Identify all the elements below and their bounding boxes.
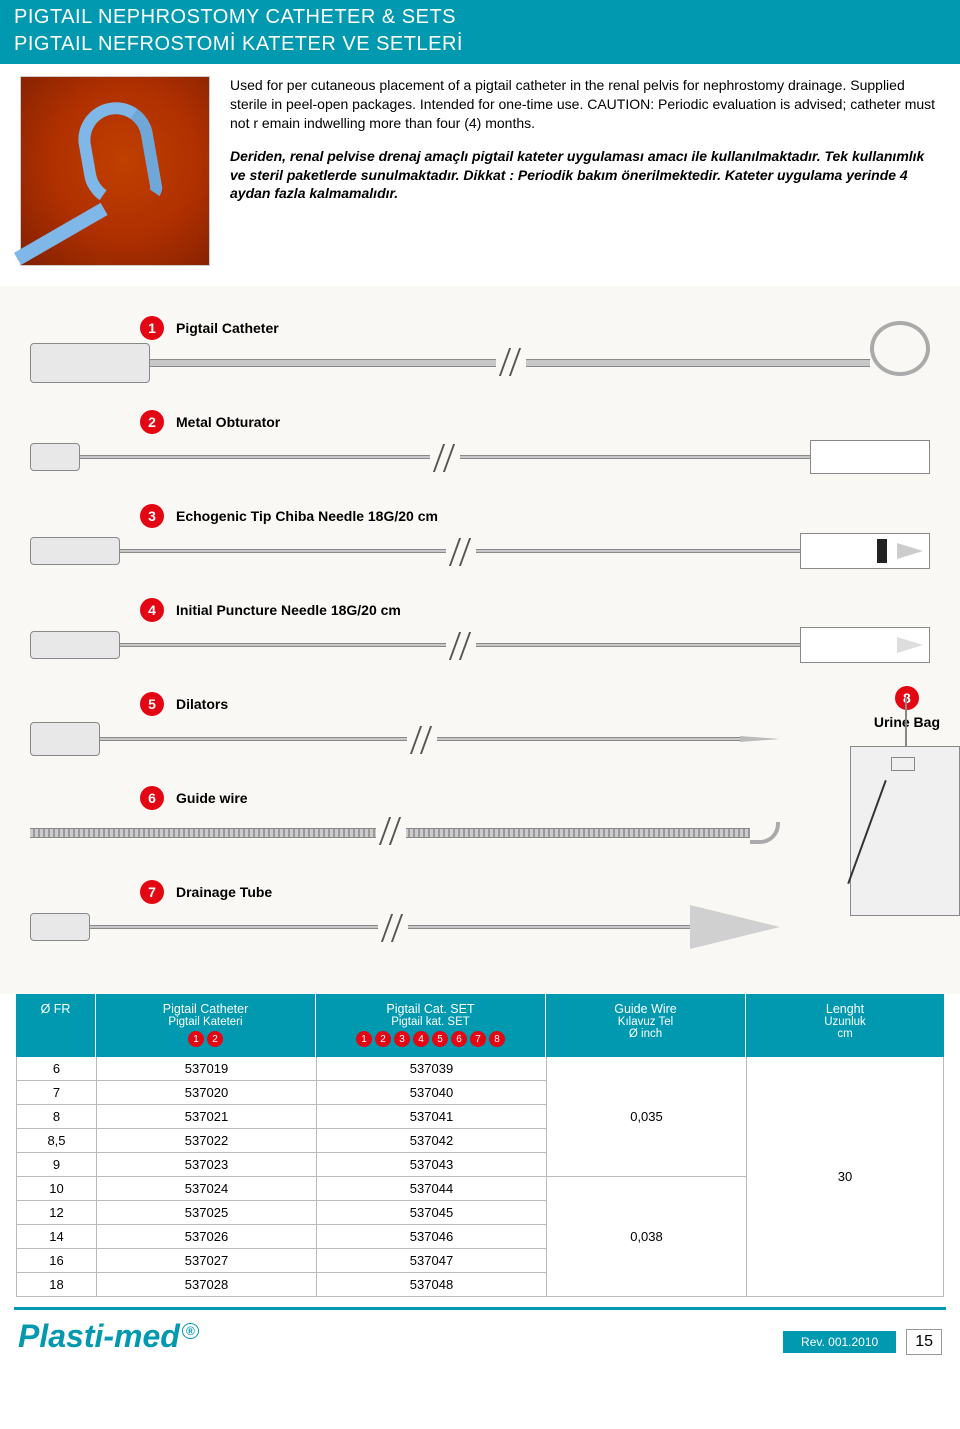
label-5: Dilators (176, 696, 228, 712)
header-badge: 6 (451, 1031, 467, 1047)
cell-cat: 537020 (97, 1081, 317, 1105)
badge-4: 4 (140, 598, 164, 622)
table-body: 6537019537039753702053704085370215370418… (16, 1057, 944, 1297)
component-7: 7 Drainage Tube (30, 880, 930, 944)
th-length: Lenght Uzunluk cm (746, 994, 944, 1057)
label-4: Initial Puncture Needle 18G/20 cm (176, 602, 401, 618)
cell-set: 537043 (317, 1153, 547, 1177)
table-row: 6537019537039 (17, 1057, 547, 1081)
product-photo (20, 76, 210, 266)
cell-fr: 12 (17, 1201, 97, 1225)
cell-cat: 537026 (97, 1225, 317, 1249)
cell-fr: 10 (17, 1177, 97, 1201)
badge-6: 6 (140, 786, 164, 810)
th-guidewire: Guide Wire Kılavuz Tel Ø inch (546, 994, 746, 1057)
badge-2: 2 (140, 410, 164, 434)
label-6: Guide wire (176, 790, 248, 806)
title-turkish: PIGTAIL NEFROSTOMİ KATETER VE SETLERİ (14, 33, 946, 56)
cell-cat: 537021 (97, 1105, 317, 1129)
cell-cat: 537028 (97, 1273, 317, 1297)
table-row: 18537028537048 (17, 1273, 547, 1297)
label-7: Drainage Tube (176, 884, 272, 900)
cell-set: 537041 (317, 1105, 547, 1129)
intro-text: Used for per cutaneous placement of a pi… (230, 76, 940, 266)
cell-cat: 537024 (97, 1177, 317, 1201)
badge-5: 5 (140, 692, 164, 716)
cell-set: 537039 (317, 1057, 547, 1081)
cell-set: 537048 (317, 1273, 547, 1297)
cell-fr: 16 (17, 1249, 97, 1273)
table-row: 14537026537046 (17, 1225, 547, 1249)
component-5: 5 Dilators 8 Urine Bag (30, 692, 930, 756)
cell-cat: 537023 (97, 1153, 317, 1177)
components-panel: 1 Pigtail Catheter 2 Metal Obturator 3 E… (0, 286, 960, 994)
cell-cat: 537027 (97, 1249, 317, 1273)
intro-turkish: Deriden, renal pelvise drenaj amaçlı pig… (230, 147, 940, 204)
cell-guidewire: 0,038 (547, 1177, 746, 1296)
cell-fr: 8,5 (17, 1129, 97, 1153)
header-badge: 5 (432, 1031, 448, 1047)
cell-cat: 537019 (97, 1057, 317, 1081)
label-3: Echogenic Tip Chiba Needle 18G/20 cm (176, 508, 438, 524)
badge-3: 3 (140, 504, 164, 528)
header-badge: 1 (356, 1031, 372, 1047)
component-3: 3 Echogenic Tip Chiba Needle 18G/20 cm (30, 504, 930, 568)
th-catheter: Pigtail Catheter Pigtail Kateteri 12 (96, 994, 316, 1057)
header-badge: 2 (375, 1031, 391, 1047)
table-row: 8537021537041 (17, 1105, 547, 1129)
header-badge: 1 (188, 1031, 204, 1047)
cell-fr: 9 (17, 1153, 97, 1177)
table-header-row: Ø FR Pigtail Catheter Pigtail Kateteri 1… (16, 994, 944, 1057)
cell-fr: 6 (17, 1057, 97, 1081)
cell-set: 537045 (317, 1201, 547, 1225)
cell-fr: 8 (17, 1105, 97, 1129)
table-row: 10537024537044 (17, 1177, 547, 1201)
label-1: Pigtail Catheter (176, 320, 279, 336)
intro-section: Used for per cutaneous placement of a pi… (0, 64, 960, 286)
header-badge: 8 (489, 1031, 505, 1047)
th-fr: Ø FR (16, 994, 96, 1057)
cell-set: 537044 (317, 1177, 547, 1201)
title-english: PIGTAIL NEPHROSTOMY CATHETER & SETS (14, 6, 946, 29)
badge-7: 7 (140, 880, 164, 904)
table-row: 12537025537045 (17, 1201, 547, 1225)
table-row: 16537027537047 (17, 1249, 547, 1273)
table-row: 8,5537022537042 (17, 1129, 547, 1153)
th-set: Pigtail Cat. SET Pigtail kat. SET 123456… (316, 994, 546, 1057)
table-row: 9537023537043 (17, 1153, 547, 1177)
label-2: Metal Obturator (176, 414, 280, 430)
cell-cat: 537025 (97, 1201, 317, 1225)
cell-fr: 14 (17, 1225, 97, 1249)
cell-set: 537040 (317, 1081, 547, 1105)
component-2: 2 Metal Obturator (30, 410, 930, 474)
badge-1: 1 (140, 316, 164, 340)
cell-guidewire: 0,035 (547, 1057, 746, 1177)
cell-fr: 18 (17, 1273, 97, 1297)
spec-table: Ø FR Pigtail Catheter Pigtail Kateteri 1… (0, 994, 960, 1307)
page-number: 15 (906, 1329, 942, 1355)
intro-english: Used for per cutaneous placement of a pi… (230, 76, 940, 133)
cell-set: 537047 (317, 1249, 547, 1273)
revision-label: Rev. 001.2010 (783, 1331, 896, 1353)
cell-set: 537042 (317, 1129, 547, 1153)
component-6: 6 Guide wire (30, 786, 930, 850)
header-badge: 3 (394, 1031, 410, 1047)
component-1: 1 Pigtail Catheter (30, 316, 930, 380)
cell-fr: 7 (17, 1081, 97, 1105)
table-row: 7537020537040 (17, 1081, 547, 1105)
header-band: PIGTAIL NEPHROSTOMY CATHETER & SETS PIGT… (0, 0, 960, 64)
component-4: 4 Initial Puncture Needle 18G/20 cm (30, 598, 930, 662)
page-footer: Plasti-med® Rev. 001.2010 15 (0, 1310, 960, 1367)
header-badge: 4 (413, 1031, 429, 1047)
cell-length: 30 (747, 1057, 943, 1296)
header-badge: 2 (207, 1031, 223, 1047)
cell-cat: 537022 (97, 1129, 317, 1153)
cell-set: 537046 (317, 1225, 547, 1249)
brand-logo: Plasti-med® (18, 1318, 199, 1355)
urine-bag-graphic (850, 686, 960, 916)
header-badge: 7 (470, 1031, 486, 1047)
